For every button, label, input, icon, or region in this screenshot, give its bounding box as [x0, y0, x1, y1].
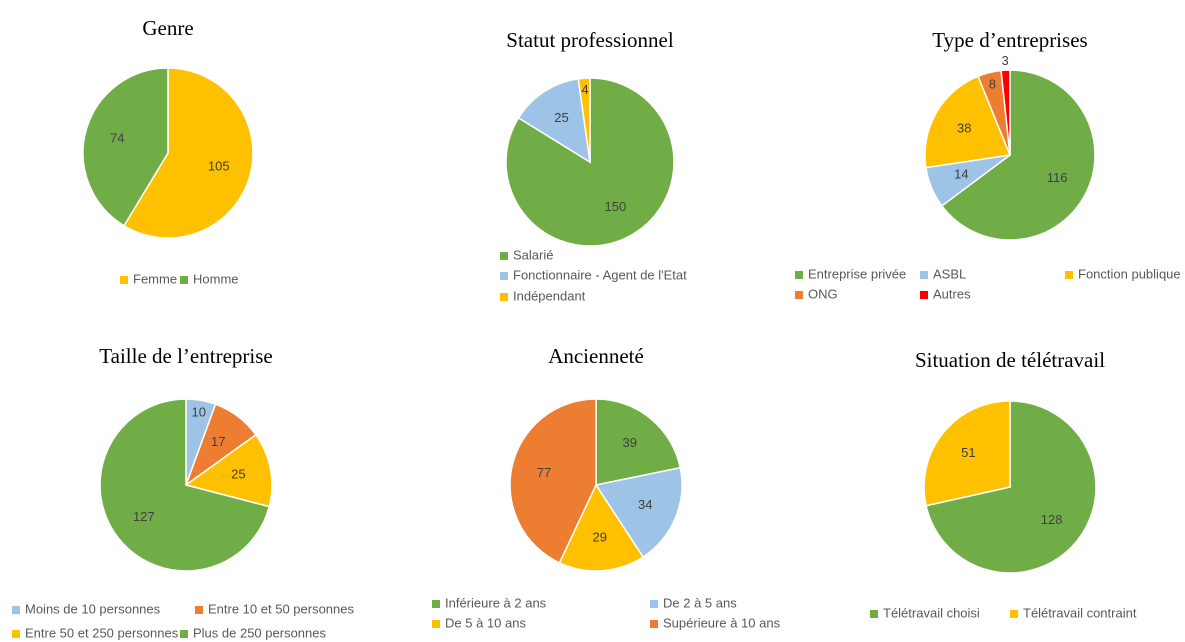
pie-slice	[1000, 69, 1011, 156]
legend-swatch	[1010, 610, 1018, 618]
legend-swatch	[920, 291, 928, 299]
data-label: 17	[211, 434, 225, 449]
pie-slice	[924, 75, 1012, 169]
pie-slice	[509, 398, 597, 564]
pie-slice	[505, 77, 675, 247]
pie-slice	[82, 67, 169, 227]
legend-label: Entre 50 et 250 personnes	[25, 625, 179, 640]
data-label: 127	[133, 509, 155, 524]
data-label: 39	[622, 435, 636, 450]
pie-slice	[558, 483, 645, 572]
legend-swatch	[870, 610, 878, 618]
pie-slice	[99, 398, 271, 572]
chart-title: Genre	[142, 16, 193, 40]
legend-label: Télétravail choisi	[883, 605, 980, 620]
pie-slice	[925, 400, 1097, 574]
data-label: 10	[192, 404, 206, 419]
data-label: 3	[1001, 53, 1008, 68]
legend-label: Femme	[133, 271, 177, 286]
data-label: 25	[231, 467, 245, 482]
legend-label: Entreprise privée	[808, 266, 906, 281]
legend-swatch	[795, 291, 803, 299]
chart-title: Taille de l’entreprise	[99, 344, 272, 368]
data-label: 29	[593, 530, 607, 545]
legend-label: Moins de 10 personnes	[25, 601, 161, 616]
legend-label: Homme	[193, 271, 239, 286]
pie-slice	[517, 77, 591, 164]
legend-swatch	[432, 620, 440, 628]
pie-slice	[184, 433, 273, 508]
legend-label: Fonctionnaire - Agent de l'Etat	[513, 267, 687, 282]
data-label: 51	[961, 445, 975, 460]
legend-swatch	[12, 630, 20, 638]
legend-swatch	[195, 606, 203, 614]
legend-label: Supérieure à 10 ans	[663, 615, 781, 630]
data-label: 105	[208, 159, 230, 174]
legend-swatch	[180, 630, 188, 638]
pie-slice	[595, 398, 682, 486]
pie-slice	[923, 400, 1011, 507]
data-label: 8	[989, 76, 996, 91]
legend-swatch	[1065, 271, 1073, 279]
legend-swatch	[120, 276, 128, 284]
legend-swatch	[650, 600, 658, 608]
legend-swatch	[500, 252, 508, 260]
legend-label: ASBL	[933, 266, 966, 281]
data-label: 14	[954, 167, 968, 182]
legend-label: Salarié	[513, 247, 553, 262]
legend-swatch	[432, 600, 440, 608]
data-label: 77	[537, 465, 551, 480]
chart-title: Type d’entreprises	[932, 28, 1087, 52]
legend-swatch	[500, 293, 508, 301]
pie-slice	[577, 77, 591, 163]
legend-label: De 5 à 10 ans	[445, 615, 526, 630]
legend-label: Plus de 250 personnes	[193, 625, 326, 640]
data-label: 25	[554, 110, 568, 125]
legend-label: Inférieure à 2 ans	[445, 595, 547, 610]
legend-label: Entre 10 et 50 personnes	[208, 601, 354, 616]
legend-label: De 2 à 5 ans	[663, 595, 737, 610]
data-label: 4	[581, 82, 588, 97]
legend-swatch	[500, 272, 508, 280]
chart-title: Ancienneté	[548, 344, 644, 368]
data-label: 128	[1041, 512, 1063, 527]
legend-label: ONG	[808, 286, 838, 301]
data-label: 116	[1047, 170, 1068, 185]
pie-slice	[940, 69, 1096, 241]
chart-title: Statut professionnel	[506, 28, 674, 52]
legend-label: Télétravail contraint	[1023, 605, 1137, 620]
legend-label: Autres	[933, 286, 971, 301]
pie-slice	[594, 466, 683, 559]
data-label: 38	[957, 120, 971, 135]
data-label: 34	[638, 497, 652, 512]
chart-title: Situation de télétravail	[915, 348, 1105, 372]
legend-swatch	[795, 271, 803, 279]
pie-slice	[122, 67, 254, 239]
data-label: 150	[605, 199, 627, 214]
legend-swatch	[12, 606, 20, 614]
data-label: 74	[110, 130, 124, 145]
legend-label: Indépendant	[513, 288, 586, 303]
legend-swatch	[650, 620, 658, 628]
legend-label: Fonction publique	[1078, 266, 1181, 281]
legend-swatch	[180, 276, 188, 284]
legend-swatch	[920, 271, 928, 279]
